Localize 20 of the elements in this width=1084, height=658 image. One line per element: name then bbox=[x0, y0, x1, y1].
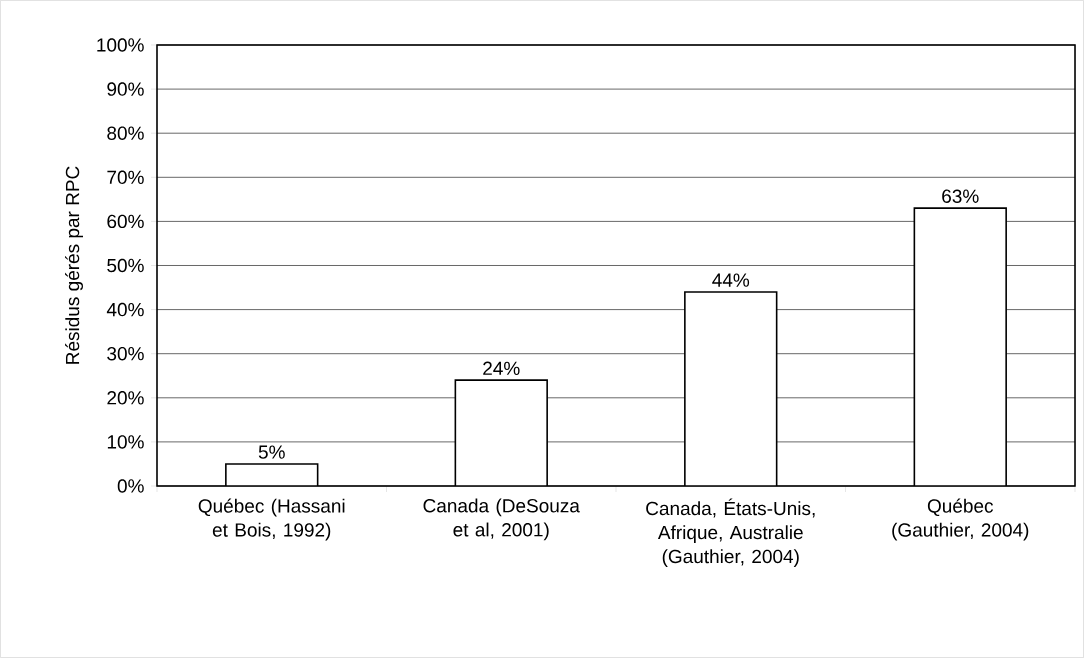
y-tick-label: 30% bbox=[107, 346, 144, 361]
y-axis-title: Résidus gérés par RPC bbox=[65, 166, 83, 364]
y-tick-label: 20% bbox=[107, 391, 144, 405]
x-tick-label: Canada (DeSouza et al, 2001) bbox=[423, 498, 580, 541]
x-tick-label: Québec (Hassani et Bois, 1992) bbox=[198, 498, 345, 541]
y-tick-label: 80% bbox=[107, 126, 144, 140]
data-label: 24% bbox=[483, 361, 520, 375]
y-tick-label: 100% bbox=[97, 38, 144, 52]
y-tick-label: 40% bbox=[106, 302, 144, 317]
y-tick-label: 50% bbox=[107, 258, 144, 273]
y-tick-label: 0% bbox=[117, 479, 144, 493]
data-label: 63% bbox=[942, 189, 979, 203]
y-tick-label: 60% bbox=[107, 214, 144, 229]
y-tick-label: 10% bbox=[107, 435, 144, 449]
x-tick-label: Canada, États-Unis, Afrique, Australie (Gauthier, 2004) bbox=[646, 498, 815, 567]
data-label: 44% bbox=[712, 273, 750, 287]
y-tick-label: 70% bbox=[107, 170, 144, 185]
y-tick-label: 90% bbox=[107, 82, 144, 96]
x-tick-label: Québec (Gauthier, 2004) bbox=[892, 498, 1029, 541]
data-label: 5% bbox=[258, 445, 285, 459]
